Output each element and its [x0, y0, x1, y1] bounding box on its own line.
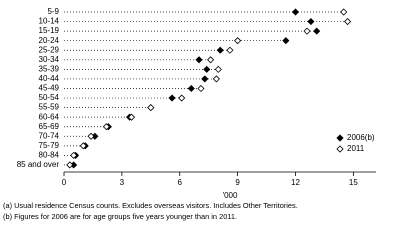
x-tick-label: 15 — [349, 178, 358, 187]
data-point — [207, 56, 215, 64]
y-tick-label: 20-24 — [39, 36, 60, 45]
footnote: (a) Usual residence Census counts. Exclu… — [3, 201, 298, 210]
data-point — [127, 113, 136, 121]
y-tick-label: 10-14 — [39, 17, 60, 26]
data-point — [201, 75, 209, 83]
data-point — [102, 123, 111, 131]
data-point — [195, 56, 203, 64]
y-tick-label: 85 and over — [17, 160, 60, 169]
data-point — [313, 27, 321, 35]
y-tick-label: 40-44 — [39, 74, 60, 83]
data-point — [307, 17, 315, 26]
legend-label: 2006(b) — [347, 133, 375, 142]
data-point — [340, 8, 348, 16]
data-point — [187, 84, 195, 93]
data-point — [226, 46, 234, 54]
data-point — [214, 65, 222, 73]
data-point — [216, 46, 224, 54]
y-tick-label: 30-34 — [39, 55, 60, 64]
chart: '000 (a) Usual residence Census counts. … — [3, 7, 376, 221]
y-tick-label: 65-69 — [39, 122, 60, 131]
data-point — [197, 84, 205, 93]
y-tick-label: 55-59 — [39, 103, 60, 112]
data-point — [87, 132, 95, 140]
y-tick-label: 75-79 — [39, 141, 60, 150]
x-axis-label: '000 — [223, 191, 238, 200]
data-point — [344, 17, 352, 26]
data-point — [66, 161, 74, 169]
y-tick-label: 25-29 — [39, 45, 60, 54]
legend-label: 2011 — [347, 144, 365, 153]
legend-marker — [336, 145, 344, 153]
data-point — [291, 8, 300, 16]
x-tick-label: 6 — [178, 178, 183, 187]
data-point — [234, 37, 242, 45]
legend-marker — [336, 134, 344, 142]
data-point — [70, 151, 78, 159]
data-point — [303, 27, 311, 35]
data-point — [178, 94, 186, 102]
data-point — [79, 142, 87, 150]
data-point — [203, 65, 211, 73]
y-tick-label: 80-84 — [39, 151, 60, 160]
data-point — [282, 37, 290, 45]
data-point — [168, 94, 176, 102]
x-tick-label: 12 — [291, 178, 300, 187]
y-tick-label: 5-9 — [47, 7, 59, 16]
y-tick-label: 35-39 — [39, 64, 60, 73]
data-point — [212, 75, 220, 83]
footnote: (b) Figures for 2006 are for age groups … — [3, 212, 237, 221]
x-tick-label: 0 — [62, 178, 67, 187]
y-tick-label: 45-49 — [39, 84, 60, 93]
x-tick-label: 9 — [235, 178, 240, 187]
y-tick-label: 50-54 — [39, 93, 60, 102]
y-tick-label: 60-64 — [39, 112, 60, 121]
y-tick-label: 15-19 — [39, 26, 60, 35]
data-point — [147, 104, 155, 112]
y-tick-label: 70-74 — [39, 131, 60, 140]
x-tick-label: 3 — [120, 178, 125, 187]
